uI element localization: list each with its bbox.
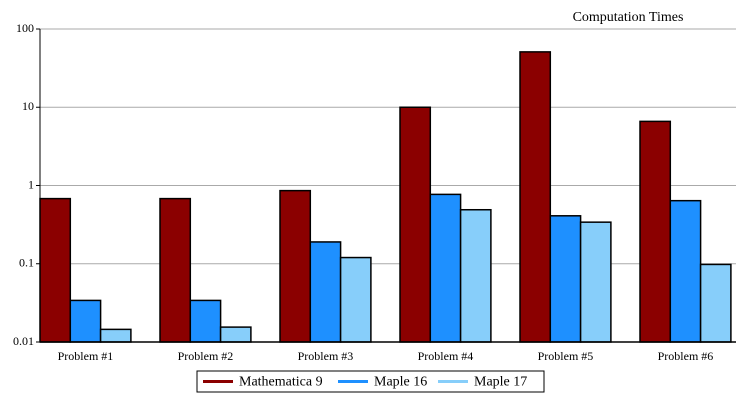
y-tick-label: 0.1 (19, 256, 34, 270)
y-tick-label: 10 (22, 99, 34, 113)
bar (219, 326, 252, 343)
bar (39, 197, 72, 343)
x-tick-label: Problem #1 (58, 349, 114, 363)
bar (399, 106, 432, 343)
y-tick-label: 0.01 (13, 334, 34, 348)
x-tick-label: Problem #2 (178, 349, 234, 363)
bar (69, 299, 102, 343)
bar (639, 120, 672, 343)
bar (429, 193, 462, 343)
y-tick-label: 100 (16, 21, 34, 35)
legend-label: Mathematica 9 (239, 375, 323, 390)
bar (309, 241, 342, 343)
bar (279, 189, 312, 343)
bar (189, 299, 222, 343)
bar (519, 51, 552, 343)
legend-box (196, 370, 545, 393)
legend-label: Maple 16 (374, 375, 427, 390)
bar (99, 328, 132, 343)
legend-label: Maple 17 (474, 375, 527, 390)
bar (459, 208, 492, 343)
bar (669, 199, 702, 343)
x-tick-label: Problem #6 (658, 349, 714, 363)
bar (159, 197, 192, 343)
bar (699, 263, 732, 343)
chart-title: Computation Times (573, 10, 684, 25)
y-tick-label: 1 (28, 177, 34, 191)
bar (549, 215, 582, 343)
x-tick-label: Problem #4 (418, 349, 474, 363)
x-tick-label: Problem #5 (538, 349, 594, 363)
bar (339, 256, 372, 343)
x-tick-label: Problem #3 (298, 349, 354, 363)
bar (579, 221, 612, 343)
